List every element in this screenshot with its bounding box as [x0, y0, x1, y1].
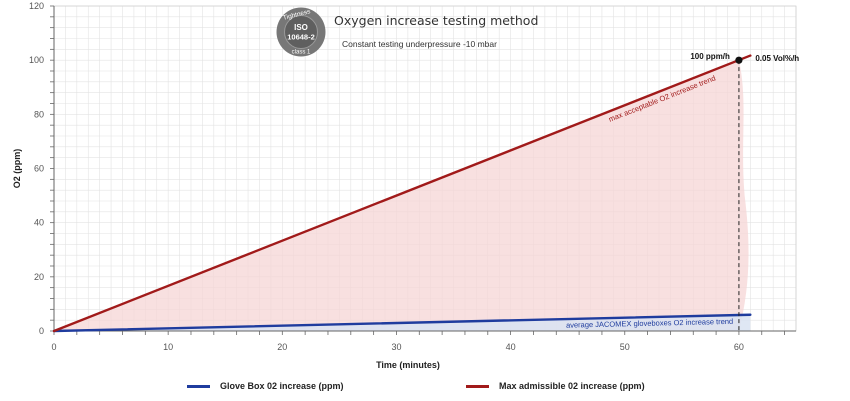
point-100ppm-marker	[735, 56, 743, 64]
y-tick-label: 120	[29, 1, 44, 11]
glovebox-increase-line	[52, 313, 752, 333]
iso-badge-line1: ISO	[294, 23, 308, 32]
legend-swatch-max	[466, 384, 489, 388]
axes: 0 10 20 30 40 50 60 0 20 40 60 80 100 120 Time (minute…	[12, 1, 796, 370]
x-tick-label: 50	[620, 342, 630, 352]
point-label: 100 ppm/h	[690, 52, 730, 61]
legend-label-max: Max admissible 02 increase (ppm)	[499, 381, 645, 391]
x-tick-label: 60	[734, 342, 744, 352]
iso-badge-line2: 10648-2	[287, 33, 315, 42]
glovebox-trend-label: average JACOMEX gloveboxes O2 increase t…	[566, 317, 733, 330]
x-axis-title: Time (minutes)	[376, 360, 440, 370]
chart-title: Oxygen increase testing method	[334, 13, 539, 28]
x-tick-label: 10	[163, 342, 173, 352]
x-tick-label: 40	[506, 342, 516, 352]
iso-badge: Tightness ISO 10648-2 class 1	[276, 7, 326, 57]
x-tick-label: 20	[277, 342, 287, 352]
max-admissible-line	[52, 54, 752, 333]
rate-label: 0.05 Vol%/h	[755, 54, 799, 63]
legend-label-glovebox: Glove Box 02 increase (ppm)	[220, 381, 344, 391]
series-lines	[52, 54, 752, 333]
iso-badge-inner-circle	[284, 15, 318, 49]
legend-swatch-glovebox	[187, 384, 210, 388]
x-tick-label: 30	[391, 342, 401, 352]
legend-item-glovebox: Glove Box 02 increase (ppm)	[187, 379, 344, 393]
y-tick-label: 40	[34, 218, 44, 228]
legend-item-max: Max admissible 02 increase (ppm)	[466, 379, 645, 393]
y-tick-label: 60	[34, 164, 44, 174]
y-axis-title: O2 (ppm)	[12, 149, 22, 189]
iso-badge-bottom-text: class 1	[292, 50, 311, 56]
y-tick-label: 0	[39, 326, 44, 336]
y-tick-label: 20	[34, 272, 44, 282]
x-tick-label: 0	[51, 342, 56, 352]
y-tick-label: 80	[34, 109, 44, 119]
chart-subtitle: Constant testing underpressure -10 mbar	[342, 39, 497, 49]
y-tick-label: 100	[29, 55, 44, 65]
